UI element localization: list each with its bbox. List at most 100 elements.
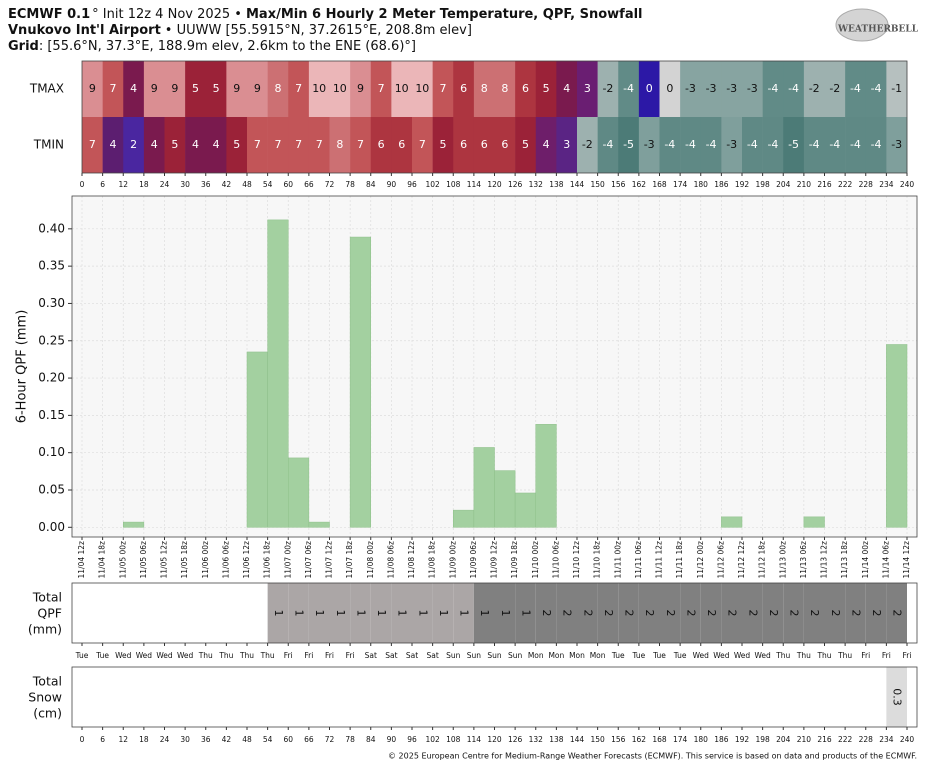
temp-cell [638,61,660,117]
strip-value: 2 [602,610,615,617]
bar [494,470,516,528]
temp-cell [329,117,351,173]
strip-cell [412,583,433,643]
x-tick-label: 150 [590,735,605,744]
x-tick-label: Fri [861,651,870,660]
x-tick-label: 11/14 06z [881,541,890,579]
x-tick-label: 210 [797,735,812,744]
strip-cell [370,583,392,643]
temp-label: -2 [602,82,613,95]
strip-cell [886,583,907,643]
strip-cell [762,583,784,643]
grid-label: Grid [8,39,39,54]
temp-label: 5 [233,138,240,151]
x-tick-label: 240 [900,735,915,744]
x-tick-label: 234 [879,180,894,189]
x-tick-label: 228 [859,735,874,744]
x-tick-label: 48 [242,735,252,744]
x-tick-label: 90 [387,735,397,744]
temp-cell [700,61,722,117]
temp-cell [412,117,433,173]
temp-cell [164,117,186,173]
x-tick-label: Tue [611,651,625,660]
x-tick-label: 11/10 06z [551,541,560,579]
temp-cell [205,61,227,117]
grid-info: Grid: [55.6°N, 37.3°E, 188.9m elev, 2.6k… [8,39,416,54]
x-tick-label: 11/05 18z [180,541,189,579]
x-tick-label: 96 [407,735,417,744]
strip-cell [700,583,722,643]
temp-cell [350,117,372,173]
temp-cell [267,61,289,117]
temp-cell [886,61,908,117]
x-tick-label: Fri [325,651,334,660]
temp-label: 6 [398,138,405,151]
temp-label: -3 [726,82,737,95]
y-tick-label: 0.15 [38,408,65,422]
strip-value: 2 [808,610,821,617]
footer: © 2025 European Centre for Medium-Range … [388,752,917,761]
bar [349,236,371,528]
temp-cell [473,61,495,117]
x-tick-label: 138 [549,180,564,189]
x-tick-label: 11/08 06z [386,541,395,579]
temp-label: -5 [623,138,634,151]
x-tick-label: 11/09 06z [469,541,478,579]
temp-label: -4 [685,138,696,151]
temp-cell [370,117,392,173]
temp-label: 4 [543,138,550,151]
bar [288,457,310,528]
x-tick-label: 156 [611,180,626,189]
x-tick-label: 11/13 18z [840,541,849,579]
x-tick-label: 11/12 06z [716,541,725,579]
x-tick-label: 0 [80,180,85,189]
temp-label: -4 [871,138,882,151]
temp-label: 9 [89,82,96,95]
temp-cell [783,61,805,117]
x-tick-label: 12 [118,735,128,744]
x-tick-label: Wed [713,651,730,660]
temp-cell [185,61,207,117]
x-tick-label: 168 [652,735,667,744]
x-tick-label: 114 [467,735,482,744]
temp-label: -4 [706,138,717,151]
temp-label: 6 [481,138,488,151]
x-tick-label: 78 [345,180,355,189]
x-tick-label: Fri [346,651,355,660]
x-tick-label: Thu [816,651,831,660]
strip-value: 2 [540,610,553,617]
x-tick-label: 11/11 12z [655,541,664,579]
temp-label: 9 [254,82,261,95]
temp-cell [803,61,825,117]
temp-label: 3 [563,138,570,151]
x-tick-label: 126 [508,180,523,189]
x-tick-label: 198 [755,735,770,744]
x-tick-label: 11/12 00z [696,541,705,579]
x-tick-label: 11/04 12z [77,541,86,579]
x-tick-label: Sat [406,651,418,660]
temp-label: 5 [439,138,446,151]
x-tick-label: Wed [115,651,132,660]
temp-label: 5 [171,138,178,151]
temp-label: 0 [666,82,673,95]
x-tick-label: 6 [100,735,105,744]
temp-label: -4 [664,138,675,151]
x-tick-label: 11/07 06z [304,541,313,579]
x-tick-label: 90 [387,180,397,189]
x-tick-label: 11/08 12z [407,541,416,579]
temp-label: -4 [850,138,861,151]
temp-cell [391,117,413,173]
x-tick-label: 11/09 12z [490,541,499,579]
temp-cell [680,117,702,173]
x-tick-label: 186 [714,180,729,189]
strip-value: 2 [643,610,656,617]
subtitle: Vnukovo Int'l Airport • UUWW [55.5915°N, … [8,23,472,38]
y-tick-label: 0.25 [38,333,65,347]
temp-cell [680,61,702,117]
x-tick-label: 11/04 18z [98,541,107,579]
strip-value: 2 [684,610,697,617]
strip-value: 2 [664,610,677,617]
x-tick-label: Wed [734,651,751,660]
strip-cell [288,583,309,643]
bar [267,219,289,528]
